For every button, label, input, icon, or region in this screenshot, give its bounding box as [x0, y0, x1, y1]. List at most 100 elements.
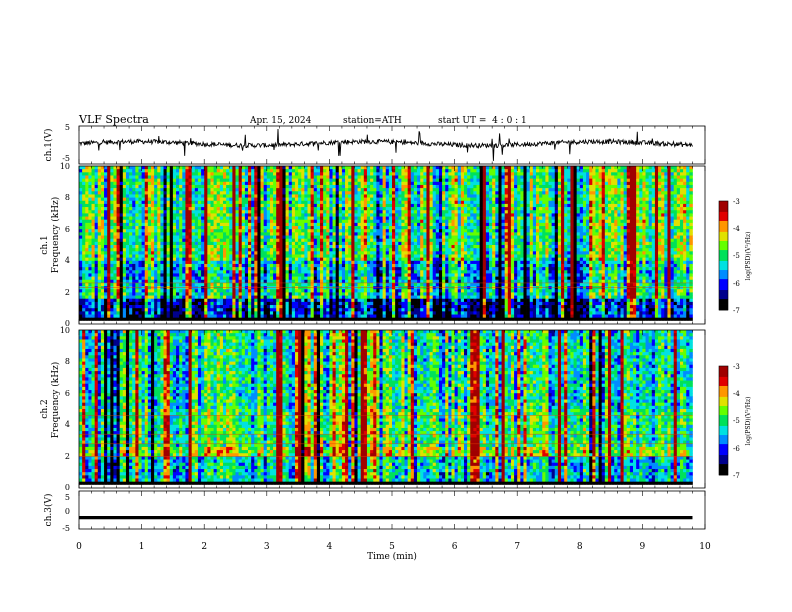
spectrogram-cell — [526, 184, 531, 189]
spectrogram-cell — [586, 216, 590, 221]
spectrogram-cell — [492, 169, 496, 173]
spectrogram-cell — [276, 216, 280, 221]
spectrogram-cell — [338, 194, 343, 198]
spectrogram-cell — [686, 241, 690, 246]
spectrogram-cell — [520, 169, 524, 173]
spectrogram-cell — [176, 194, 180, 198]
spectrogram-cell — [679, 166, 684, 170]
spectrogram-cell — [110, 213, 114, 217]
spectrogram-cell — [179, 219, 183, 224]
spectrogram-cell — [620, 184, 624, 189]
spectrogram-cell — [310, 169, 315, 173]
spectrogram-cell — [557, 241, 562, 246]
spectrogram-cell — [567, 181, 571, 186]
spectrogram-cell — [470, 194, 474, 198]
spectrogram-cell — [298, 229, 302, 233]
spectrogram-cell — [413, 226, 418, 230]
spectrogram-cell — [97, 166, 102, 170]
spectrogram-cell — [545, 194, 549, 198]
spectrogram-cell — [229, 188, 233, 192]
spectrogram-cell — [254, 241, 258, 246]
spectrogram-cell — [404, 226, 408, 230]
spectrogram-cell — [125, 207, 130, 211]
spectrogram-cell — [154, 213, 158, 217]
spectrogram-cell — [229, 169, 233, 173]
spectrogram-cell — [341, 200, 346, 205]
spectrogram-cell — [166, 172, 171, 176]
spectrogram-cell — [673, 213, 678, 217]
spectrogram-cell — [373, 197, 377, 202]
spectrogram-cell — [329, 226, 333, 230]
spectrogram-cell — [235, 219, 239, 224]
spectrogram-cell — [363, 238, 368, 243]
spectrogram-cell — [282, 210, 286, 214]
spectrogram-cell — [113, 241, 117, 246]
spectrogram-cell — [335, 184, 340, 189]
spectrogram-cell — [404, 210, 408, 214]
spectrogram-cell — [172, 222, 177, 227]
spectrogram-cell — [94, 229, 99, 233]
spectrogram-cell — [557, 210, 562, 214]
spectrogram-cell — [410, 222, 415, 227]
spectrogram-cell — [557, 194, 562, 198]
spectrogram-cell — [448, 238, 452, 243]
spectrogram-cell — [241, 232, 246, 236]
spectrogram-cell — [373, 203, 377, 208]
spectrogram-cell — [79, 222, 83, 227]
spectrogram-cell — [219, 169, 224, 173]
spectrogram-cell — [576, 188, 581, 192]
spectrogram-cell — [338, 207, 343, 211]
spectrogram-cell — [110, 226, 114, 230]
spectrogram-cell — [254, 238, 258, 243]
spectrogram-cell — [676, 216, 681, 221]
spectrogram-cell — [157, 216, 161, 221]
spectrogram-cell — [507, 175, 512, 179]
spectrogram-cell — [545, 241, 549, 246]
spectrogram-cell — [163, 213, 167, 217]
spectrogram-cell — [517, 188, 521, 192]
spectrogram-cell — [273, 213, 277, 217]
spectrogram-cell — [460, 188, 465, 192]
spectrogram-cell — [639, 241, 643, 246]
spectrogram-cell — [244, 232, 249, 236]
spectrogram-cell — [470, 200, 474, 205]
spectrogram-cell — [417, 172, 421, 176]
spectrogram-cell — [463, 197, 468, 202]
spectrogram-cell — [476, 184, 480, 189]
spectrogram-cell — [188, 207, 193, 211]
spectrogram-cell — [110, 184, 114, 189]
spectrogram-cell — [435, 175, 440, 179]
spectrogram-cell — [129, 172, 133, 176]
spectrogram-cell — [316, 210, 321, 214]
spectrogram-cell — [570, 213, 574, 217]
spectrogram-cell — [172, 210, 177, 214]
spectrogram-cell — [100, 203, 105, 208]
spectrogram-cell — [454, 194, 459, 198]
spectrogram-cell — [107, 207, 111, 211]
spectrogram-cell — [564, 222, 568, 227]
spectrogram-cell — [235, 175, 239, 179]
spectrogram-cell — [451, 203, 455, 208]
spectrogram-cell — [636, 188, 640, 192]
spectrogram-cell — [213, 210, 218, 214]
spectrogram-cell — [244, 175, 249, 179]
spectrogram-cell — [323, 181, 327, 186]
spectrogram-cell — [219, 172, 224, 176]
date-label: Apr. 15, 2024 — [249, 116, 312, 126]
spectrogram-cell — [429, 188, 434, 192]
spectrogram-cell — [335, 241, 340, 246]
spectrogram-cell — [642, 232, 646, 236]
spectrogram-cell — [132, 178, 136, 183]
spectrogram-cell — [360, 175, 365, 179]
spectrogram-cell — [363, 207, 368, 211]
spectrogram-cell — [382, 235, 387, 240]
spectrogram-cell — [492, 197, 496, 202]
spectrogram-cell — [241, 181, 246, 186]
spectrogram-cell — [664, 222, 668, 227]
spectrogram-cell — [658, 213, 662, 217]
spectrogram-cell — [138, 184, 142, 189]
spectrogram-cell — [633, 210, 637, 214]
spectrogram-cell — [226, 226, 230, 230]
spectrogram-cell — [592, 197, 596, 202]
spectrogram-cell — [160, 203, 164, 208]
